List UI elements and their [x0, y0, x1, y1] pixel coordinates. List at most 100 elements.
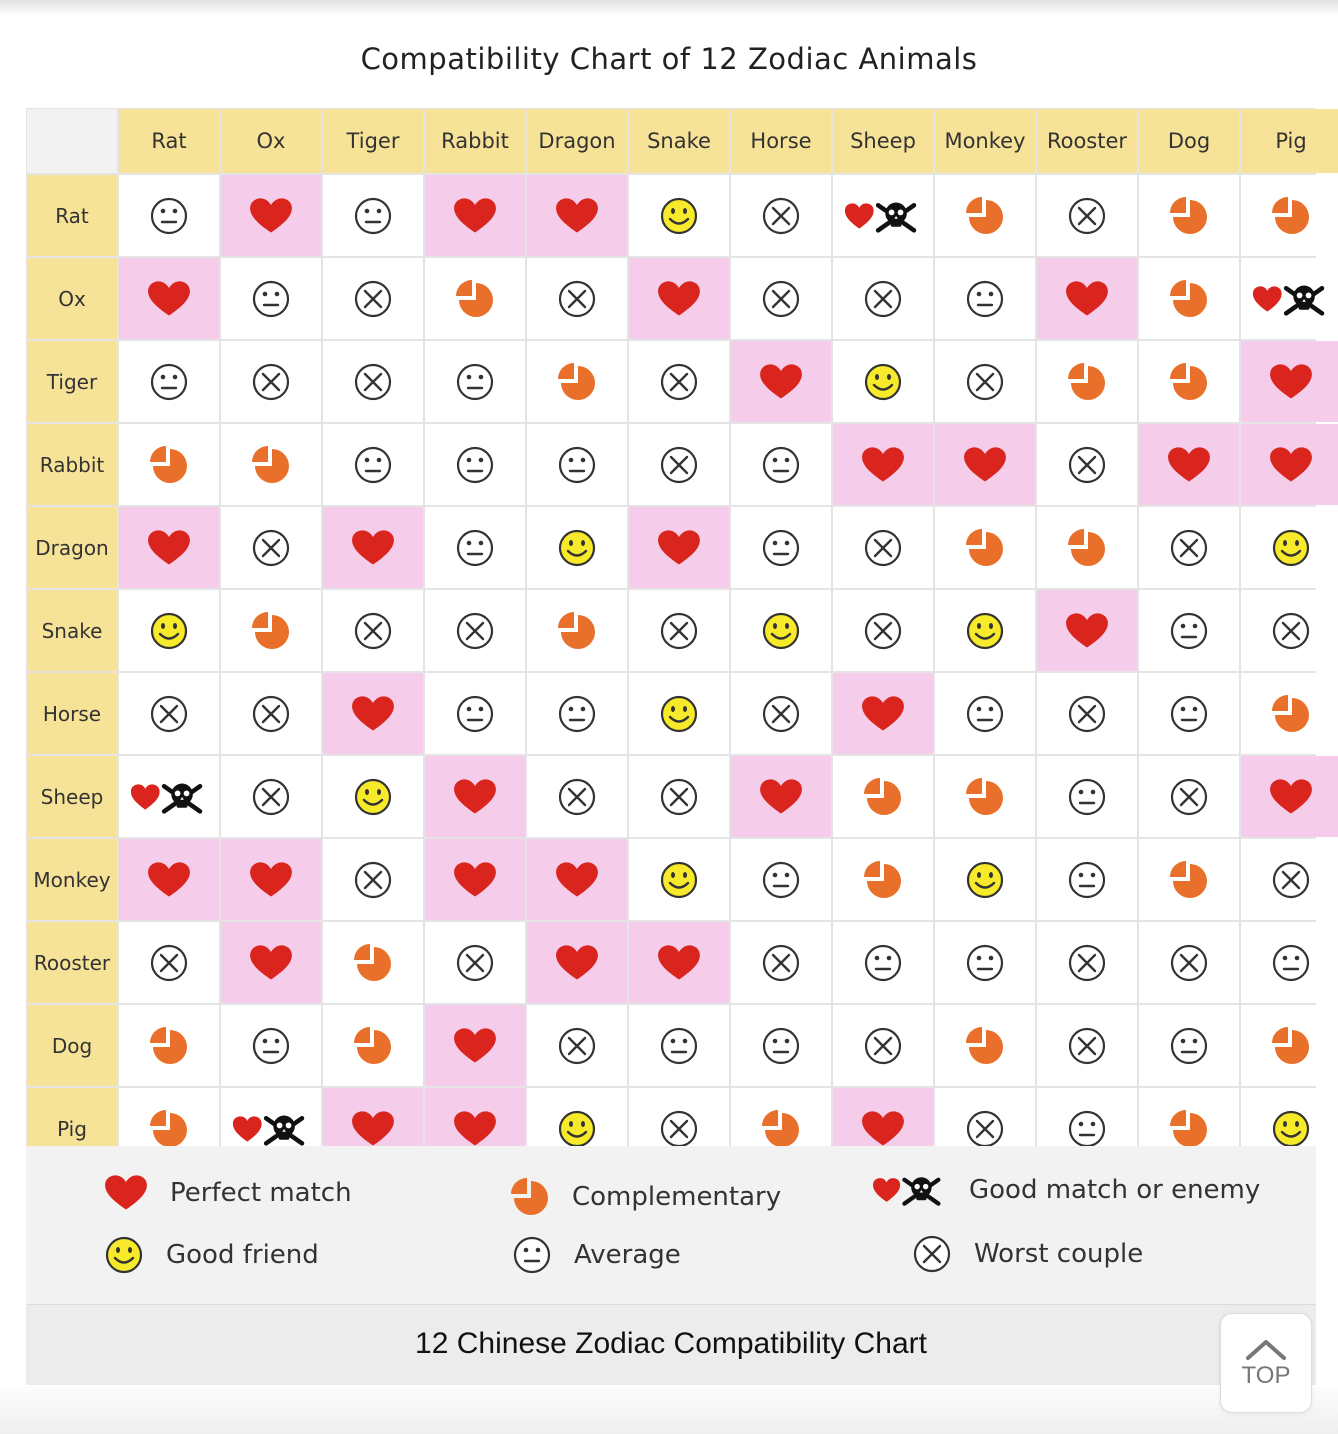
cross-circle-icon [456, 612, 494, 649]
top-button-label: TOP [1241, 1362, 1291, 1389]
heart-icon [454, 1027, 496, 1062]
compatibility-cell [1139, 673, 1239, 754]
cross-circle-icon [912, 1234, 952, 1274]
smiley-icon [150, 612, 188, 649]
cross-circle-icon [252, 529, 290, 566]
pie-icon [966, 528, 1003, 566]
cross-circle-icon [1068, 695, 1106, 732]
neutral-face-icon [354, 197, 392, 234]
heart-icon [1066, 280, 1108, 315]
compatibility-cell [935, 341, 1035, 422]
column-header-sheep: Sheep [833, 109, 933, 173]
cross-circle-icon [762, 280, 800, 317]
legend: Perfect match Complementary Good match o… [26, 1146, 1316, 1305]
smiley-icon [354, 778, 392, 815]
compatibility-cell [833, 175, 933, 256]
legend-good-match-or-enemy: Good match or enemy [872, 1173, 1260, 1207]
compatibility-cell [527, 424, 627, 505]
heart-skull-icon [130, 783, 202, 814]
cross-circle-icon [864, 612, 902, 649]
compatibility-cell [935, 507, 1035, 588]
compatibility-cell [323, 424, 423, 505]
row-header-ox: Ox [27, 258, 117, 339]
compatibility-cell [629, 1005, 729, 1086]
cross-circle-icon [864, 529, 902, 566]
compatibility-cell [323, 590, 423, 671]
compatibility-cell [935, 673, 1035, 754]
compatibility-cell [1037, 756, 1137, 837]
legend-label: Good match or enemy [969, 1175, 1261, 1205]
compatibility-cell [833, 673, 933, 754]
column-header-dog: Dog [1139, 109, 1239, 173]
compatibility-cell [425, 673, 525, 754]
compatibility-cell [323, 756, 423, 837]
row-header-snake: Snake [27, 590, 117, 671]
pie-icon [1170, 1109, 1207, 1147]
cross-circle-icon [660, 612, 698, 649]
compatibility-cell [629, 341, 729, 422]
smiley-icon [1272, 529, 1310, 566]
heart-icon [658, 529, 700, 564]
cross-circle-icon [660, 446, 698, 483]
compatibility-cell [1037, 1005, 1137, 1086]
heart-icon [1066, 612, 1108, 647]
pie-icon [966, 1026, 1003, 1064]
neutral-face-icon [762, 529, 800, 566]
heart-icon [1168, 446, 1210, 481]
compatibility-cell [527, 258, 627, 339]
compatibility-cell [1139, 341, 1239, 422]
compatibility-cell [731, 673, 831, 754]
cross-circle-icon [354, 280, 392, 317]
compatibility-cell [221, 590, 321, 671]
compatibility-cell [833, 922, 933, 1003]
pie-icon [510, 1177, 550, 1217]
compatibility-cell [425, 756, 525, 837]
compatibility-grid: Rat Ox Tiger Rabbit Dragon Snake Horse Sheep Mon… [26, 108, 1338, 1169]
pie-icon [456, 279, 493, 317]
legend-label: Good friend [166, 1240, 319, 1270]
pie-icon [1170, 860, 1207, 898]
compatibility-cell [527, 175, 627, 256]
row-header-dog: Dog [27, 1005, 117, 1086]
compatibility-cell [527, 756, 627, 837]
heart-icon [760, 363, 802, 398]
back-to-top-button[interactable]: TOP [1220, 1313, 1312, 1413]
compatibility-cell [629, 507, 729, 588]
neutral-face-icon [660, 1027, 698, 1064]
cross-circle-icon [354, 363, 392, 400]
column-header-rooster: Rooster [1037, 109, 1137, 173]
neutral-face-icon [966, 695, 1004, 732]
neutral-face-icon [456, 529, 494, 566]
compatibility-cell [425, 424, 525, 505]
pie-icon [1068, 528, 1105, 566]
smiley-icon [660, 861, 698, 898]
neutral-face-icon [150, 363, 188, 400]
cross-circle-icon [762, 695, 800, 732]
cross-circle-icon [354, 861, 392, 898]
smiley-icon [104, 1235, 144, 1275]
compatibility-cell [323, 673, 423, 754]
grid-corner [27, 109, 117, 173]
cross-circle-icon [558, 1027, 596, 1064]
smiley-icon [660, 695, 698, 732]
row-header-dragon: Dragon [27, 507, 117, 588]
neutral-face-icon [1068, 1110, 1106, 1147]
pie-icon [252, 445, 289, 483]
compatibility-cell [1037, 175, 1137, 256]
compatibility-cell [731, 590, 831, 671]
compatibility-cell [527, 1005, 627, 1086]
cross-circle-icon [354, 612, 392, 649]
heart-icon [862, 695, 904, 730]
heart-icon [862, 1110, 904, 1145]
cross-circle-icon [1170, 778, 1208, 815]
compatibility-cell [119, 839, 219, 920]
cross-circle-icon [660, 778, 698, 815]
compatibility-cell [935, 922, 1035, 1003]
compatibility-cell [935, 258, 1035, 339]
cross-circle-icon [660, 363, 698, 400]
smiley-icon [966, 612, 1004, 649]
cross-circle-icon [1068, 197, 1106, 234]
compatibility-cell [527, 839, 627, 920]
cross-circle-icon [660, 1110, 698, 1147]
compatibility-cell [323, 507, 423, 588]
